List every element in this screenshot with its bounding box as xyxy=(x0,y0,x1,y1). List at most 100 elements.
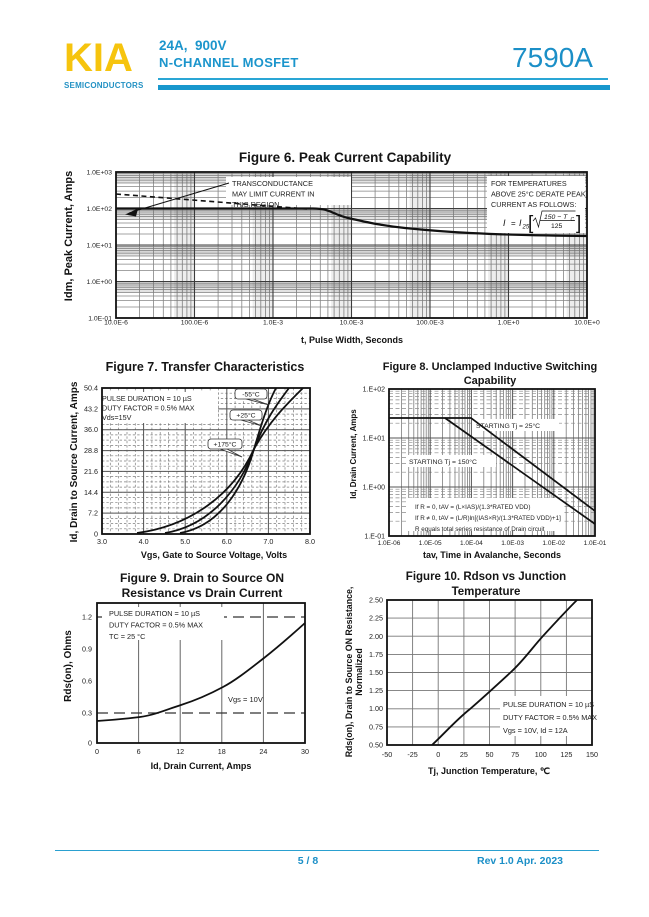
svg-text:6: 6 xyxy=(137,747,141,756)
svg-text:1.75: 1.75 xyxy=(369,650,383,659)
svg-text:30: 30 xyxy=(301,747,309,756)
svg-text:6.0: 6.0 xyxy=(222,537,232,546)
svg-text:2.50: 2.50 xyxy=(369,596,383,605)
svg-text:FOR TEMPERATURES: FOR TEMPERATURES xyxy=(491,179,567,188)
svg-text:Idm, Peak Current, Amps: Idm, Peak Current, Amps xyxy=(63,171,75,301)
svg-text:1.00: 1.00 xyxy=(369,704,383,713)
svg-text:CURRENT AS FOLLOWS:: CURRENT AS FOLLOWS: xyxy=(491,200,576,209)
svg-text:PULSE DURATION = 10 µS: PULSE DURATION = 10 µS xyxy=(109,609,200,618)
svg-text:1.0E-02: 1.0E-02 xyxy=(542,540,565,547)
svg-text:1.0E-05: 1.0E-05 xyxy=(419,540,442,547)
svg-text:Id, Drain to Source Current, A: Id, Drain to Source Current, Amps xyxy=(69,381,80,542)
svg-text:36.0: 36.0 xyxy=(84,425,98,434)
svg-text:PULSE DURATION = 10 µS: PULSE DURATION = 10 µS xyxy=(102,394,192,403)
svg-text:DUTY FACTOR = 0.5% MAX: DUTY FACTOR = 0.5% MAX xyxy=(102,404,195,413)
svg-text:R equals total series resistan: R equals total series resistance of Drai… xyxy=(415,526,545,533)
svg-text:Rds(on), Ohms: Rds(on), Ohms xyxy=(63,630,74,702)
svg-text:1.50: 1.50 xyxy=(369,668,383,677)
svg-text:STARTING Tj = 150°C: STARTING Tj = 150°C xyxy=(409,458,477,466)
svg-text:=: = xyxy=(511,219,516,228)
svg-text:]: ] xyxy=(576,213,581,234)
svg-text:-55°C: -55°C xyxy=(242,391,260,399)
svg-text:7.2: 7.2 xyxy=(88,509,98,518)
svg-text:125: 125 xyxy=(560,750,572,759)
svg-text:Vgs = 10V: Vgs = 10V xyxy=(228,695,263,704)
svg-text:-25: -25 xyxy=(407,750,417,759)
svg-text:0.9: 0.9 xyxy=(82,645,92,654)
svg-text:t, Pulse Width, Seconds: t, Pulse Width, Seconds xyxy=(301,335,403,345)
svg-text:PULSE DURATION = 10 µS: PULSE DURATION = 10 µS xyxy=(503,700,594,709)
svg-text:Rds(on), Drain to Source ON Re: Rds(on), Drain to Source ON Resistance, xyxy=(344,587,354,758)
svg-text:28.8: 28.8 xyxy=(84,446,98,455)
svg-text:STARTING Tj = 25°C: STARTING Tj = 25°C xyxy=(476,422,540,430)
svg-text:1.E+00: 1.E+00 xyxy=(363,485,385,492)
svg-text:THIS REGION: THIS REGION xyxy=(232,200,279,209)
svg-text:Tj, Junction Temperature, ℃: Tj, Junction Temperature, ℃ xyxy=(428,766,550,776)
svg-text:Vgs, Gate to Source Voltage, V: Vgs, Gate to Source Voltage, Volts xyxy=(141,550,287,560)
svg-text:10.0E+0: 10.0E+0 xyxy=(574,320,600,327)
svg-text:TC = 25 °C: TC = 25 °C xyxy=(109,632,145,641)
svg-text:21.6: 21.6 xyxy=(84,467,98,476)
svg-text:1.0E+0: 1.0E+0 xyxy=(498,320,520,327)
svg-text:Vds=15V: Vds=15V xyxy=(102,413,132,422)
svg-text:2.00: 2.00 xyxy=(369,632,383,641)
svg-text:1.25: 1.25 xyxy=(369,686,383,695)
svg-text:0.75: 0.75 xyxy=(369,722,383,731)
svg-text:DUTY FACTOR = 0.5% MAX: DUTY FACTOR = 0.5% MAX xyxy=(503,713,597,722)
svg-text:2.25: 2.25 xyxy=(369,614,383,623)
svg-text:0.6: 0.6 xyxy=(82,677,92,686)
svg-text:Normalized: Normalized xyxy=(354,648,364,695)
svg-text:25: 25 xyxy=(460,750,468,759)
svg-text:100.0E-6: 100.0E-6 xyxy=(181,320,209,327)
svg-text:10.0E-6: 10.0E-6 xyxy=(104,320,128,327)
svg-text:+175°C: +175°C xyxy=(214,441,237,449)
svg-text:DUTY FACTOR = 0.5% MAX: DUTY FACTOR = 0.5% MAX xyxy=(109,621,203,630)
svg-text:14.4: 14.4 xyxy=(84,488,98,497)
svg-text:I: I xyxy=(519,218,522,228)
svg-text:7.0: 7.0 xyxy=(263,537,273,546)
svg-text:4.0: 4.0 xyxy=(139,537,149,546)
svg-text:0: 0 xyxy=(88,739,92,748)
svg-text:If R ≠ 0, tAV = (L/R)ln[(IAS×R: If R ≠ 0, tAV = (L/R)ln[(IAS×R)/(1.3*RAT… xyxy=(415,515,561,522)
svg-text:100: 100 xyxy=(535,750,547,759)
svg-text:150 − T: 150 − T xyxy=(544,214,568,221)
svg-text:50: 50 xyxy=(486,750,494,759)
svg-text:125: 125 xyxy=(551,223,563,230)
svg-text:ABOVE 25°C DERATE PEAK: ABOVE 25°C DERATE PEAK xyxy=(491,190,586,199)
svg-text:0: 0 xyxy=(436,750,440,759)
svg-text:150: 150 xyxy=(586,750,598,759)
svg-text:8.0: 8.0 xyxy=(305,537,315,546)
svg-text:Id, Drain Current, Amps: Id, Drain Current, Amps xyxy=(349,409,358,499)
svg-text:1.2: 1.2 xyxy=(82,613,92,622)
svg-text:0.3: 0.3 xyxy=(82,709,92,718)
svg-text:0: 0 xyxy=(94,530,98,539)
svg-text:0.50: 0.50 xyxy=(369,741,383,750)
svg-text:Id, Drain Current, Amps: Id, Drain Current, Amps xyxy=(151,761,252,771)
svg-text:0: 0 xyxy=(95,747,99,756)
svg-text:+25°C: +25°C xyxy=(236,412,255,420)
svg-text:3.0: 3.0 xyxy=(97,537,107,546)
svg-text:1.0E+03: 1.0E+03 xyxy=(86,170,112,177)
svg-text:tav, Time in Avalanche, Second: tav, Time in Avalanche, Seconds xyxy=(423,550,561,560)
svg-text:1.0E-06: 1.0E-06 xyxy=(378,540,401,547)
svg-text:10.0E-3: 10.0E-3 xyxy=(340,320,364,327)
svg-text:[: [ xyxy=(528,213,534,234)
svg-text:C: C xyxy=(571,217,575,223)
svg-text:MAY LIMIT CURRENT IN: MAY LIMIT CURRENT IN xyxy=(232,190,315,199)
svg-text:1.0E-3: 1.0E-3 xyxy=(263,320,283,327)
svg-text:43.2: 43.2 xyxy=(84,404,98,413)
svg-text:1.0E-01: 1.0E-01 xyxy=(88,316,112,323)
svg-text:I: I xyxy=(503,218,506,228)
svg-text:25: 25 xyxy=(522,225,530,231)
svg-text:Vgs = 10V, Id = 12A: Vgs = 10V, Id = 12A xyxy=(503,726,568,735)
svg-text:1.0E+01: 1.0E+01 xyxy=(86,243,112,250)
svg-text:100.0E-3: 100.0E-3 xyxy=(416,320,444,327)
svg-text:18: 18 xyxy=(218,747,226,756)
svg-text:1.E+01: 1.E+01 xyxy=(363,436,385,443)
svg-text:12: 12 xyxy=(176,747,184,756)
svg-text:TRANSCONDUCTANCE: TRANSCONDUCTANCE xyxy=(232,179,313,188)
svg-text:1.0E+02: 1.0E+02 xyxy=(86,206,112,213)
svg-text:75: 75 xyxy=(511,750,519,759)
svg-text:5.0: 5.0 xyxy=(180,537,190,546)
svg-text:24: 24 xyxy=(259,747,267,756)
